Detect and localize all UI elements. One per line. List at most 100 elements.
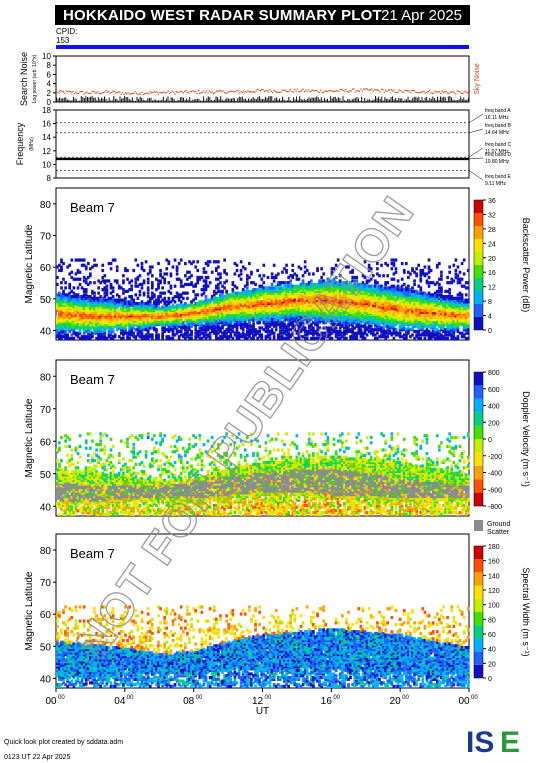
search-noise-bar [455, 100, 457, 102]
search-noise-bar [76, 99, 78, 102]
data-pixel [217, 260, 220, 264]
data-pixel [177, 324, 181, 328]
data-pixel [103, 279, 107, 283]
search-noise-bar [461, 99, 463, 102]
data-pixel [148, 321, 152, 325]
search-noise-bar [283, 99, 285, 102]
data-pixel [136, 275, 140, 280]
search-noise-bar [353, 98, 355, 102]
data-pixel [223, 315, 226, 320]
search-noise-bar [257, 96, 259, 102]
data-pixel [82, 279, 86, 283]
data-pixel [109, 312, 113, 316]
data-pixel [109, 296, 113, 300]
sky-noise-point [113, 90, 116, 93]
data-pixel [62, 308, 65, 313]
sky-noise-point [295, 90, 297, 92]
data-pixel [208, 310, 212, 314]
data-pixel [212, 293, 216, 297]
data-pixel [179, 305, 183, 309]
sky-noise-point [301, 89, 303, 92]
data-pixel [82, 258, 86, 262]
data-pixel [113, 305, 117, 309]
data-pixel [70, 302, 74, 306]
data-pixel [142, 279, 146, 283]
data-pixel [132, 314, 136, 318]
data-pixel [117, 312, 121, 316]
freq-band-name: freq band A [485, 108, 511, 114]
sky-noise-point [320, 89, 322, 91]
data-pixel [105, 315, 109, 320]
data-pixel [82, 303, 86, 307]
data-pixel [68, 305, 72, 309]
data-pixel [142, 305, 146, 309]
data-pixel [208, 315, 212, 320]
data-pixel [198, 277, 202, 281]
data-pixel [136, 328, 140, 332]
noise-panel-frame [55, 55, 470, 103]
data-pixel [130, 326, 134, 330]
data-pixel [210, 312, 214, 316]
data-pixel [111, 335, 115, 339]
data-pixel [72, 319, 76, 323]
sky-noise-point [303, 91, 305, 93]
data-pixel [173, 326, 177, 330]
search-noise-bar [162, 96, 164, 102]
data-pixel [258, 274, 262, 278]
data-pixel [124, 322, 127, 327]
data-pixel [150, 265, 154, 269]
data-pixel [200, 317, 204, 321]
search-noise-bar [130, 99, 132, 102]
data-pixel [270, 282, 274, 287]
data-pixel [159, 291, 162, 295]
data-pixel [192, 307, 195, 311]
data-pixel [223, 307, 226, 311]
data-pixel [72, 336, 76, 341]
data-pixel [66, 335, 69, 339]
data-pixel [109, 282, 113, 287]
data-pixel [64, 286, 67, 290]
search-noise-bar [121, 98, 123, 102]
data-pixel [97, 279, 100, 283]
data-pixel [78, 326, 82, 330]
search-noise-bar [328, 100, 330, 102]
data-pixel [56, 326, 59, 330]
data-pixel [210, 295, 214, 299]
data-pixel [56, 275, 59, 280]
data-pixel [91, 314, 94, 318]
data-pixel [122, 305, 125, 309]
data-pixel [153, 300, 156, 304]
sky-noise-point [71, 92, 73, 94]
data-pixel [210, 270, 214, 274]
data-pixel [78, 258, 82, 262]
data-pixel [194, 282, 198, 287]
data-pixel [138, 312, 142, 316]
data-pixel [120, 336, 123, 341]
data-pixel [86, 336, 90, 341]
data-pixel [91, 298, 94, 302]
data-pixel [134, 305, 138, 309]
search-noise-bar [231, 98, 233, 102]
data-pixel [126, 321, 129, 325]
data-pixel [68, 324, 72, 328]
search-noise-bar [272, 100, 274, 102]
data-pixel [113, 308, 117, 313]
data-pixel [179, 258, 183, 262]
search-noise-bar [370, 100, 372, 102]
data-pixel [126, 317, 129, 321]
data-pixel [72, 329, 76, 334]
data-pixel [138, 307, 142, 311]
data-pixel [68, 263, 72, 267]
sky-noise-point [354, 91, 356, 93]
data-pixel [97, 315, 100, 320]
data-pixel [84, 319, 88, 323]
data-pixel [97, 328, 100, 332]
data-pixel [173, 321, 177, 325]
data-pixel [148, 333, 152, 337]
data-pixel [130, 322, 134, 327]
data-pixel [188, 305, 191, 309]
data-pixel [80, 286, 84, 290]
data-pixel [144, 312, 148, 316]
sky-noise-point [76, 92, 78, 95]
data-pixel [215, 296, 218, 300]
